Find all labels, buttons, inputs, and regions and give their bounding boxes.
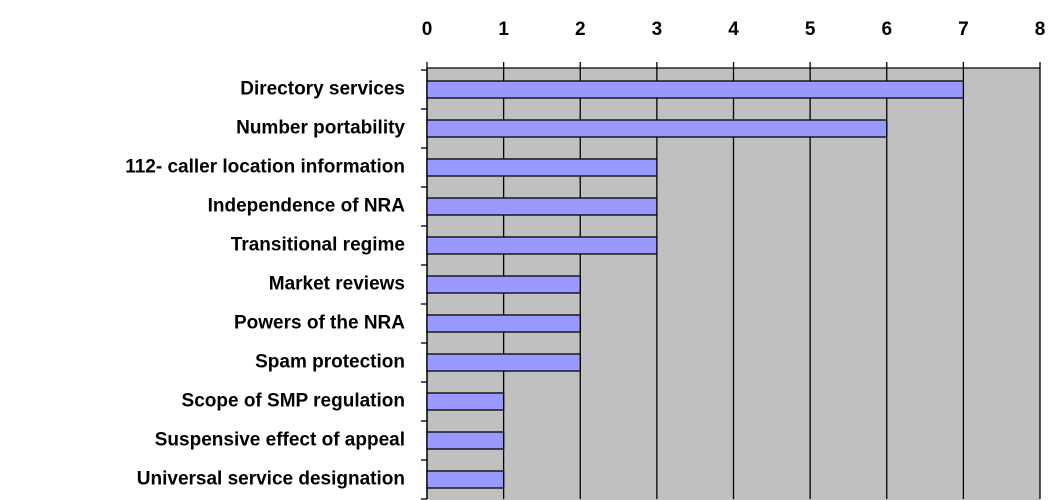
x-tick-label: 4 bbox=[728, 19, 739, 40]
y-tick-label: Transitional regime bbox=[231, 235, 405, 256]
bar bbox=[426, 275, 581, 294]
x-tick-label: 1 bbox=[498, 19, 509, 40]
x-tick-label: 7 bbox=[958, 19, 969, 40]
y-tick-label: Market reviews bbox=[269, 274, 405, 295]
y-tick-label: Powers of the NRA bbox=[234, 313, 405, 334]
bar bbox=[426, 80, 965, 99]
bar bbox=[426, 353, 581, 372]
bar bbox=[426, 236, 658, 255]
y-tick-label: Number portability bbox=[236, 118, 405, 139]
bar bbox=[426, 197, 658, 216]
bar bbox=[426, 119, 888, 138]
x-tick-label: 3 bbox=[652, 19, 663, 40]
x-tick-label: 6 bbox=[881, 19, 892, 40]
y-tick-label: Directory services bbox=[240, 79, 405, 100]
y-tick-label: 112- caller location information bbox=[125, 157, 405, 178]
y-tick-label: Spam protection bbox=[255, 352, 405, 373]
bar bbox=[426, 470, 505, 489]
x-tick-label: 0 bbox=[422, 19, 433, 40]
x-tick-label: 2 bbox=[575, 19, 586, 40]
y-tick-label: Independence of NRA bbox=[208, 196, 406, 217]
y-tick-label: Universal service designation bbox=[137, 469, 405, 490]
bar bbox=[426, 431, 505, 450]
y-tick-label: Scope of SMP regulation bbox=[182, 391, 405, 412]
x-tick-label: 5 bbox=[805, 19, 816, 40]
bar bbox=[426, 314, 581, 333]
x-tick-label: 8 bbox=[1035, 19, 1046, 40]
bar bbox=[426, 392, 505, 411]
y-tick-label: Suspensive effect of appeal bbox=[155, 430, 405, 451]
bar bbox=[426, 158, 658, 177]
